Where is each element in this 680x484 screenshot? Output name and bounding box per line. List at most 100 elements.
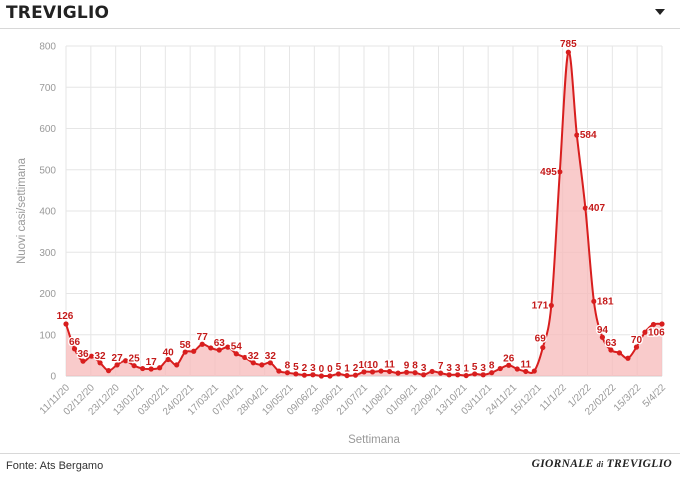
data-label: 54 bbox=[231, 342, 243, 353]
data-label: 11 bbox=[384, 359, 395, 370]
y-tick-label: 600 bbox=[39, 124, 56, 135]
data-point bbox=[429, 368, 435, 375]
data-point bbox=[335, 371, 342, 377]
y-tick-label: 400 bbox=[39, 207, 56, 218]
data-label: 126 bbox=[57, 311, 74, 322]
data-label: 495 bbox=[540, 167, 557, 178]
data-label: 27 bbox=[112, 353, 124, 364]
data-label: 3 bbox=[455, 363, 461, 374]
data-label: 3 bbox=[480, 363, 486, 374]
data-label: 584 bbox=[580, 130, 597, 141]
data-point bbox=[514, 366, 520, 372]
x-tick-label: 5/4/22 bbox=[641, 382, 669, 410]
data-label: 3 bbox=[310, 363, 316, 374]
data-point bbox=[148, 366, 154, 372]
data-point bbox=[131, 363, 137, 369]
data-point bbox=[472, 371, 478, 377]
x-axis-title: Settimana bbox=[348, 434, 400, 446]
data-point bbox=[63, 321, 69, 327]
data-label: 2 bbox=[353, 363, 359, 374]
data-point bbox=[438, 370, 444, 376]
data-point bbox=[616, 350, 623, 356]
data-point bbox=[497, 365, 503, 372]
data-point bbox=[318, 373, 325, 379]
data-point bbox=[352, 372, 359, 378]
data-label: 17 bbox=[146, 357, 158, 368]
data-label: 407 bbox=[588, 203, 605, 214]
data-point bbox=[123, 358, 129, 364]
brand-logo: GIORNALE di TREVIGLIO bbox=[531, 458, 672, 470]
page-title: TREVIGLIO bbox=[6, 3, 110, 23]
header-divider bbox=[0, 28, 680, 29]
data-point bbox=[216, 347, 222, 353]
data-point bbox=[327, 373, 333, 379]
data-point bbox=[395, 370, 401, 376]
data-label: 8 bbox=[285, 361, 291, 372]
data-label: 66 bbox=[69, 337, 81, 348]
source-note: Fonte: Ats Bergamo bbox=[6, 460, 104, 472]
data-point bbox=[489, 370, 495, 376]
data-label: 10 bbox=[358, 360, 370, 371]
data-label: 8 bbox=[412, 361, 418, 372]
data-label: 69 bbox=[535, 334, 547, 345]
data-point bbox=[105, 368, 112, 374]
data-point bbox=[114, 362, 120, 368]
y-axis-title: Nuovi casi/settimana bbox=[16, 157, 28, 264]
y-tick-label: 700 bbox=[39, 83, 56, 94]
data-point bbox=[540, 344, 546, 351]
data-label: 0 bbox=[327, 364, 333, 375]
data-point bbox=[369, 369, 376, 375]
data-point bbox=[182, 349, 188, 355]
data-label: 32 bbox=[265, 351, 277, 362]
data-label: 11 bbox=[520, 359, 531, 370]
data-label: 785 bbox=[560, 39, 577, 50]
data-point bbox=[225, 344, 231, 350]
data-point bbox=[582, 205, 588, 211]
data-label: 171 bbox=[532, 300, 549, 311]
data-point bbox=[421, 372, 427, 378]
data-point bbox=[557, 169, 563, 175]
data-label: 1 bbox=[463, 364, 469, 375]
data-point bbox=[548, 302, 554, 309]
x-tick-label: 11/1/22 bbox=[538, 382, 569, 413]
x-tick-label: 15/3/22 bbox=[612, 382, 644, 414]
data-point bbox=[191, 348, 197, 354]
data-point bbox=[412, 370, 418, 376]
data-label: 63 bbox=[214, 338, 226, 349]
x-axis: 11/11/2002/12/2023/12/2013/01/2103/02/21… bbox=[38, 382, 669, 418]
data-point bbox=[165, 356, 171, 363]
data-point bbox=[293, 371, 299, 377]
data-point bbox=[276, 368, 282, 374]
data-label: 36 bbox=[77, 349, 89, 360]
data-label: 70 bbox=[631, 335, 643, 346]
data-point bbox=[233, 351, 239, 357]
data-point bbox=[80, 358, 86, 364]
caret-down-icon[interactable] bbox=[655, 9, 665, 15]
data-point bbox=[480, 372, 486, 378]
data-label: 9 bbox=[404, 360, 410, 371]
data-label: 0 bbox=[319, 364, 325, 375]
header: TREVIGLIO bbox=[0, 0, 680, 28]
data-point bbox=[625, 355, 631, 361]
data-point bbox=[140, 365, 146, 372]
data-point bbox=[565, 49, 571, 55]
data-point bbox=[259, 362, 265, 368]
data-label: 32 bbox=[248, 351, 260, 362]
data-label: 32 bbox=[94, 351, 106, 362]
data-label: 58 bbox=[180, 340, 192, 351]
data-point bbox=[378, 368, 384, 374]
y-axis: 0 100 200 300 400 500 600 700 800 bbox=[39, 42, 56, 383]
data-label: 181 bbox=[597, 296, 614, 307]
data-point bbox=[531, 368, 537, 374]
data-label: 8 bbox=[489, 361, 495, 372]
data-label: 10 bbox=[367, 360, 379, 371]
data-point bbox=[633, 344, 640, 350]
data-label: 5 bbox=[293, 362, 299, 373]
data-point bbox=[659, 321, 665, 327]
data-point bbox=[642, 329, 648, 335]
data-label: 7 bbox=[438, 361, 444, 372]
y-tick-label: 200 bbox=[39, 289, 56, 300]
y-tick-label: 100 bbox=[39, 330, 56, 341]
data-point bbox=[446, 372, 452, 378]
